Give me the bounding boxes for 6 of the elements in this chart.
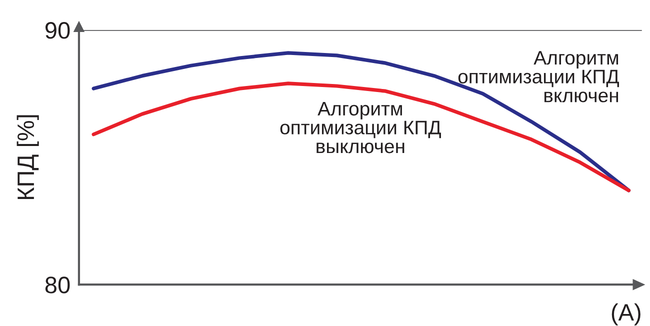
x-axis-title: (A) xyxy=(612,303,640,326)
series-label: Алгоритм оптимизации КПД выключен xyxy=(280,102,441,154)
y-tick-label: 80 xyxy=(45,276,70,294)
series-label: Алгоритм оптимизации КПД включен xyxy=(458,51,620,102)
y-tick-label: 90 xyxy=(45,22,70,39)
y-axis-title: КПД [%] xyxy=(16,115,39,200)
